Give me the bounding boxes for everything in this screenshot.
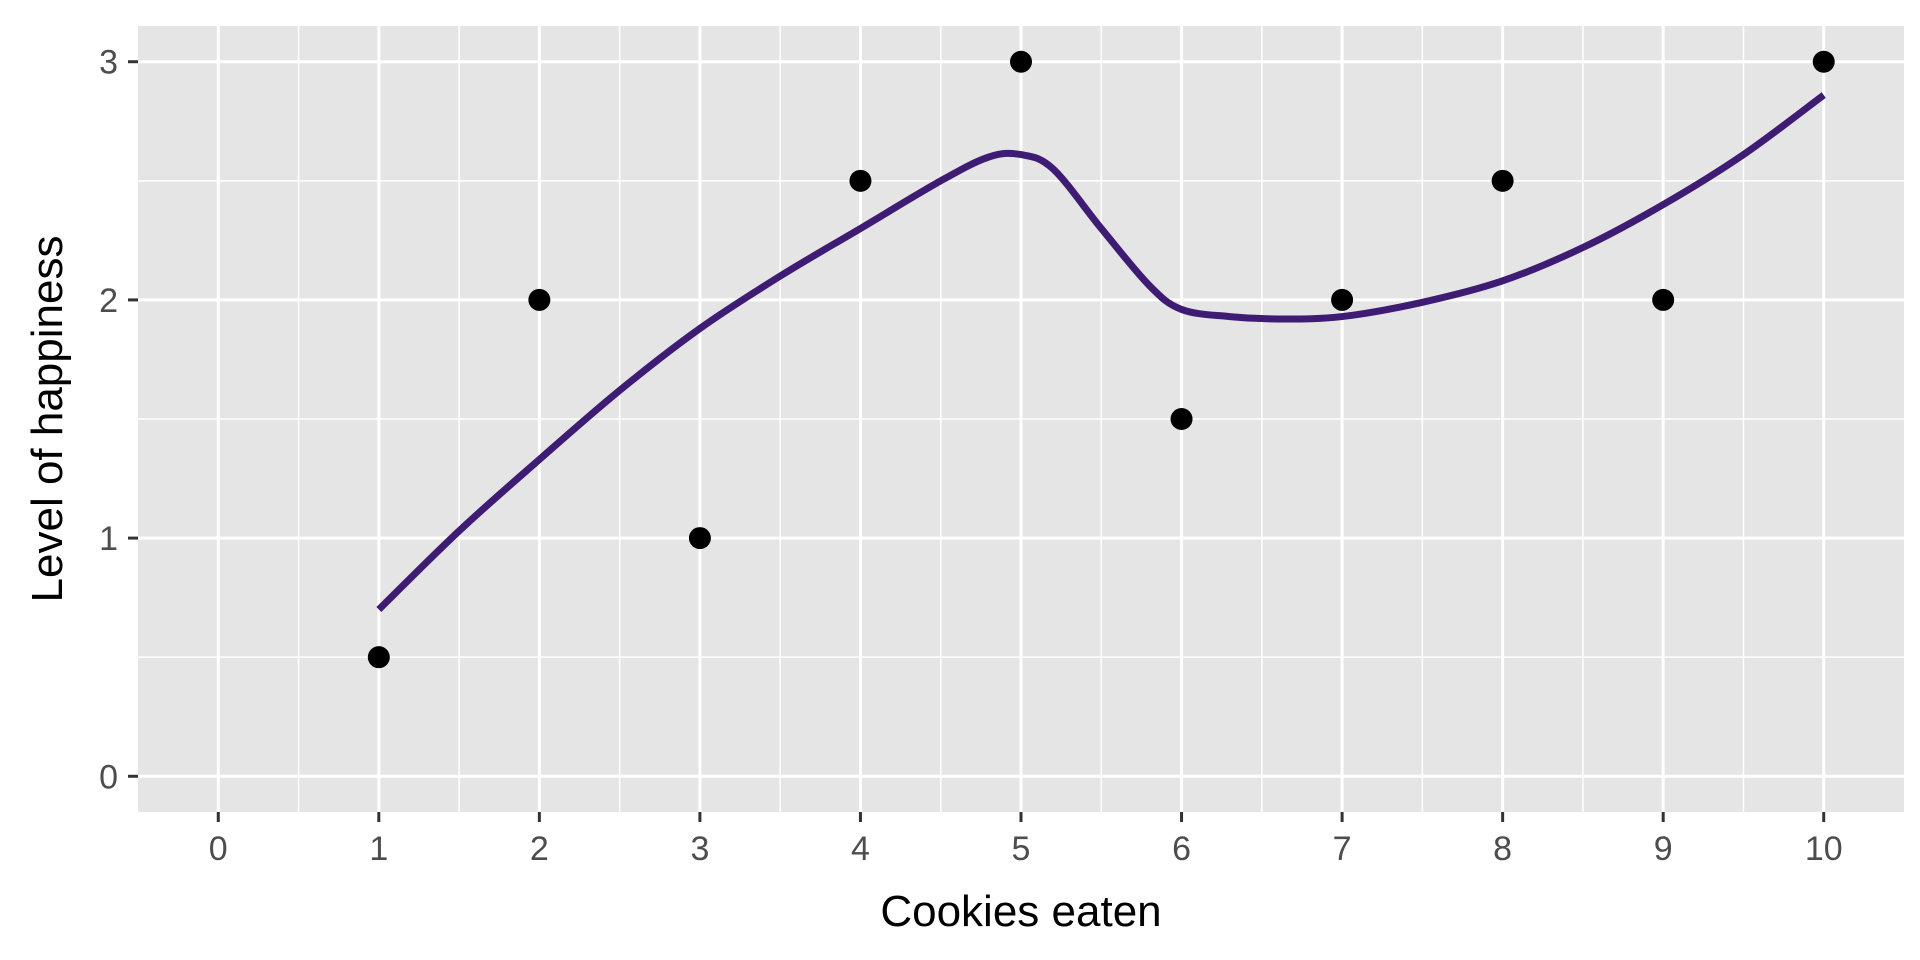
y-tick-label: 0 xyxy=(99,758,118,796)
data-point xyxy=(1491,169,1514,192)
x-tick-label: 9 xyxy=(1654,830,1673,868)
y-tick-label: 1 xyxy=(99,520,118,558)
x-tick-label: 8 xyxy=(1493,830,1512,868)
data-point xyxy=(688,527,711,550)
x-tick-label: 5 xyxy=(1012,830,1031,868)
data-point xyxy=(528,288,551,311)
x-tick-label: 10 xyxy=(1805,830,1843,868)
points-layer xyxy=(367,50,1835,669)
x-tick-label: 6 xyxy=(1172,830,1191,868)
data-point xyxy=(1652,288,1675,311)
y-axis-title: Level of happiness xyxy=(23,236,72,603)
x-tick-label: 1 xyxy=(369,830,388,868)
data-point xyxy=(849,169,872,192)
x-tick-label: 0 xyxy=(209,830,228,868)
data-point xyxy=(1812,50,1835,73)
data-point xyxy=(367,646,390,669)
data-point xyxy=(1170,408,1193,430)
x-tick-label: 2 xyxy=(530,830,549,868)
x-tick-label: 3 xyxy=(690,830,709,868)
x-tick-label: 4 xyxy=(851,830,870,868)
data-point xyxy=(1010,50,1032,73)
smooth-line xyxy=(376,92,1826,613)
smooth-line-layer xyxy=(376,92,1826,613)
x-axis-title: Cookies eaten xyxy=(880,887,1161,936)
y-tick-label: 3 xyxy=(99,44,118,82)
x-tick-label: 7 xyxy=(1333,830,1352,868)
axes: 0 1 2 3 4 5 6 7 8 9 10 0 1 2 3 xyxy=(99,44,1843,868)
data-point xyxy=(1331,288,1354,311)
y-tick-label: 2 xyxy=(99,282,118,320)
